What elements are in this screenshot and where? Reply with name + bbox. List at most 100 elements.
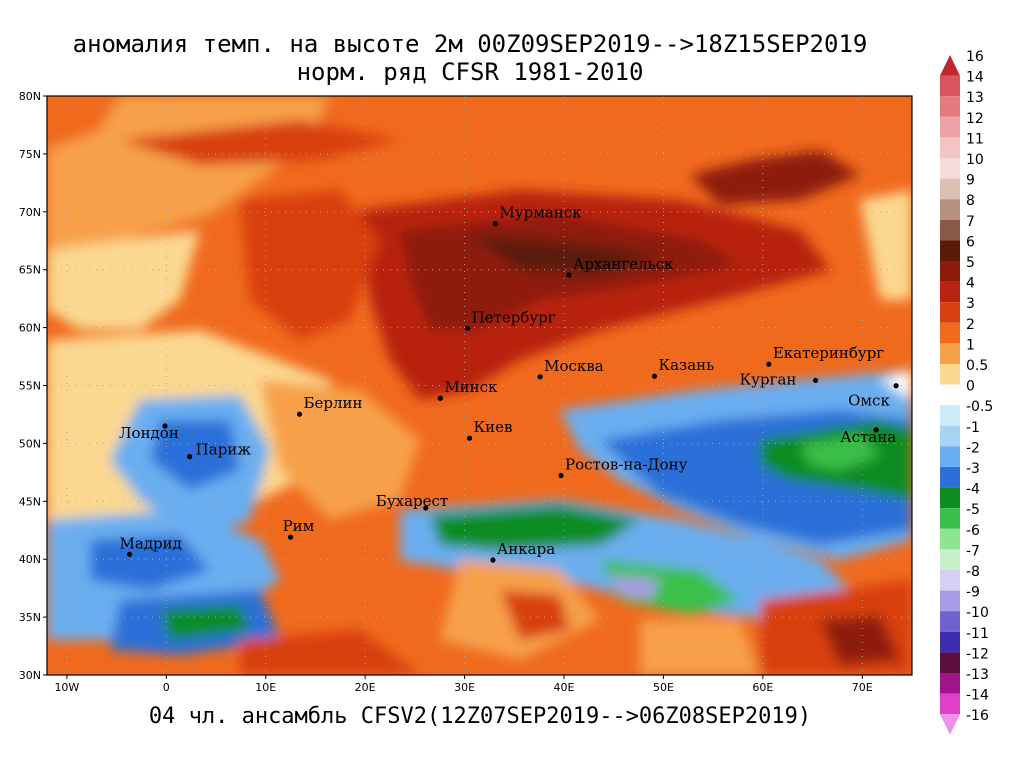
colorbar-swatch	[940, 528, 960, 550]
city-dot	[873, 427, 879, 433]
lat-tick-label: 70N	[19, 206, 41, 219]
chart-subtitle: норм. ряд CFSR 1981-2010	[296, 58, 644, 86]
lat-tick-label: 40N	[19, 553, 41, 566]
colorbar-label: 13	[966, 90, 984, 106]
city-label: Ростов-на-Дону	[565, 455, 688, 473]
lat-tick-label: 35N	[19, 611, 41, 624]
chart-title: аномалия темп. на высоте 2м 00Z09SEP2019…	[72, 30, 868, 58]
city-label: Анкара	[497, 540, 555, 558]
lon-tick-label: 0	[163, 681, 170, 694]
city-dot	[162, 423, 168, 429]
lat-tick-label: 80N	[19, 90, 41, 103]
colorbar-swatch	[940, 652, 960, 673]
colorbar-swatch	[940, 55, 960, 76]
colorbar-swatch	[940, 631, 960, 653]
colorbar-swatch	[940, 178, 960, 200]
colorbar-label: -3	[966, 461, 980, 477]
city-label: Астана	[840, 428, 896, 446]
colorbar-label: 0	[966, 379, 975, 395]
city-label: Рим	[283, 517, 315, 535]
colorbar-label: -16	[966, 708, 989, 724]
lon-tick-label: 70E	[852, 681, 873, 694]
lat-tick-label: 65N	[19, 264, 41, 277]
colorbar-label: 2	[966, 317, 975, 333]
colorbar-label: -1	[966, 420, 980, 436]
city-dot	[187, 454, 193, 460]
axis-ticks: 80N 75N 70N 65N 60N 55N 50N 45N 40N 35N 30N 10W 0 10E…	[19, 90, 873, 694]
colorbar-label: 8	[966, 193, 975, 209]
colorbar: 16 14 13 12 11 10 9 8 7 6 5 4 3 2 1 0.5 0 -0.5 -1 -2 -3 -4 -5 -…	[940, 49, 993, 735]
city-label: Берлин	[304, 394, 363, 412]
city-dot	[651, 373, 658, 379]
city-label: Киев	[474, 418, 513, 436]
lat-tick-label: 60N	[19, 322, 41, 335]
colorbar-label: 12	[966, 111, 984, 127]
colorbar-label: -9	[966, 585, 980, 601]
city-dot	[893, 383, 899, 389]
colorbar-label: -10	[966, 605, 989, 621]
city-label: Екатеринбург	[773, 344, 884, 362]
city-label: Мадрид	[120, 534, 182, 552]
colorbar-label: 1	[966, 337, 975, 353]
colorbar-label: -14	[966, 688, 989, 704]
city-label: Лондон	[119, 424, 179, 442]
city-label: Омск	[848, 392, 890, 410]
colorbar-label: -8	[966, 564, 980, 580]
ensemble-footer: 04 чл. ансамбль CFSV2(12Z07SEP2019-->06Z…	[148, 704, 812, 729]
city-dot	[464, 325, 471, 331]
colorbar-label: -5	[966, 502, 980, 518]
lat-tick-label: 30N	[19, 669, 41, 682]
city-dot	[766, 361, 772, 367]
colorbar-swatch	[940, 343, 960, 364]
city-dot	[566, 272, 572, 278]
colorbar-label: -12	[966, 646, 989, 662]
anomaly-field	[47, 96, 912, 675]
colorbar-swatch	[940, 199, 960, 220]
lon-tick-label: 30E	[454, 681, 475, 694]
colorbar-swatch	[940, 364, 960, 385]
colorbar-label: -4	[966, 482, 980, 498]
lat-tick-label: 50N	[19, 437, 41, 450]
city-dot	[126, 551, 133, 557]
lon-tick-label: 20E	[355, 681, 376, 694]
colorbar-label: 3	[966, 296, 975, 312]
city-dot	[812, 377, 819, 383]
colorbar-label: 7	[966, 214, 975, 230]
city-dot	[490, 557, 496, 563]
city-dot	[466, 435, 473, 441]
city-label: Бухарест	[376, 492, 448, 510]
lon-tick-label: 10E	[255, 681, 276, 694]
colorbar-swatch	[940, 137, 960, 158]
city-label: Архангельск	[573, 255, 674, 273]
colorbar-swatch	[940, 96, 960, 117]
colorbar-swatch	[940, 673, 960, 694]
city-dot	[423, 505, 429, 511]
city-label: Париж	[196, 441, 252, 459]
colorbar-swatch	[940, 446, 960, 467]
colorbar-swatch	[940, 302, 960, 323]
lon-tick-label: 10W	[54, 681, 79, 694]
colorbar-label: 4	[966, 276, 975, 292]
colorbar-label: 10	[966, 152, 984, 168]
colorbar-swatch	[940, 75, 960, 97]
city-dot	[537, 374, 543, 380]
city-label: Москва	[544, 357, 604, 375]
colorbar-swatch	[940, 693, 960, 715]
colorbar-swatch	[940, 261, 960, 282]
colorbar-swatch	[940, 384, 960, 406]
colorbar-swatch	[940, 549, 960, 570]
colorbar-swatch	[940, 240, 960, 261]
city-markers: Мурманск Архангельск Петербург Москва Казань…	[119, 204, 899, 563]
city-label: Курган	[740, 370, 797, 388]
colorbar-label: -11	[966, 626, 989, 642]
colorbar-swatch	[940, 322, 960, 344]
colorbar-label: -7	[966, 543, 980, 559]
city-dot	[287, 534, 294, 540]
colorbar-label: -2	[966, 440, 980, 456]
city-dot	[437, 395, 443, 401]
colorbar-swatch	[940, 487, 960, 509]
colorbar-swatch	[940, 714, 960, 735]
colorbar-label: -13	[966, 667, 989, 683]
colorbar-swatch	[940, 425, 960, 447]
